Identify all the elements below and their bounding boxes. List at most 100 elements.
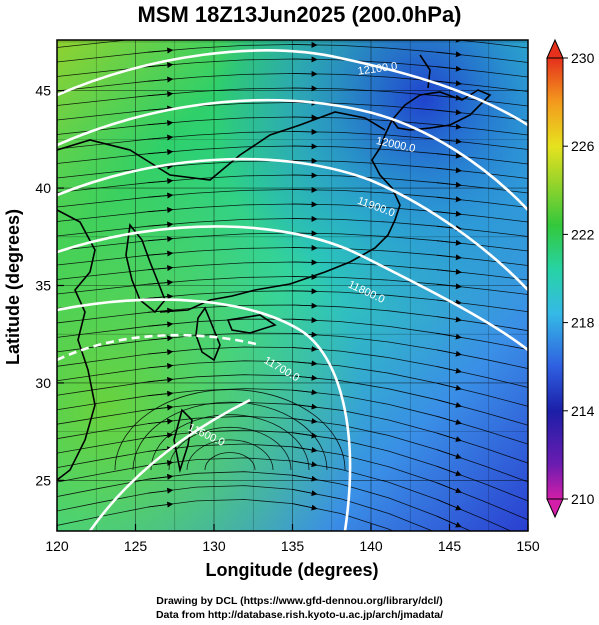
streamline-arrow <box>436 109 462 116</box>
y-tick-label: 35 <box>35 278 51 294</box>
streamline-arrow <box>436 415 462 425</box>
colorbar-max-triangle <box>546 38 564 59</box>
streamline-arrow <box>292 345 318 352</box>
colorbar-tick-label: 222 <box>571 226 595 242</box>
streamline-arrow <box>292 418 318 425</box>
streamline-arrow <box>436 196 462 203</box>
map-title: MSM 18Z13Jun2025 (200.0hPa) <box>137 2 462 27</box>
streamline-arrow <box>148 321 174 328</box>
streamline-arrow <box>148 250 174 257</box>
streamline-arrow <box>148 236 174 243</box>
height-contour <box>88 398 251 531</box>
height-contour <box>57 49 528 127</box>
streamline-arrow <box>148 265 174 272</box>
streamline-arrow <box>148 335 174 342</box>
streamline-arrow <box>436 181 462 188</box>
streamline-arrow <box>292 360 318 367</box>
streamline-arrow <box>436 51 462 58</box>
streamline-arrow <box>292 143 318 150</box>
coast-shikoku <box>226 314 277 334</box>
height-contour <box>57 298 352 531</box>
y-tick-label: 25 <box>35 472 51 488</box>
streamline-arrow <box>148 47 174 54</box>
streamline-arrow <box>148 91 174 98</box>
credit-drawing: Drawing by DCL (https://www.gfd-dennou.o… <box>156 595 443 607</box>
x-tick-label: 135 <box>281 538 305 554</box>
streamline-arrow <box>292 85 318 92</box>
streamline-arrow <box>148 120 174 127</box>
coastlines <box>57 54 492 481</box>
colorbar-scale <box>546 57 564 500</box>
streamline-arrow <box>292 460 318 468</box>
streamline-arrow <box>436 167 462 174</box>
streamline-arrow <box>436 465 462 477</box>
streamline-arrow <box>436 349 462 357</box>
streamline-arrow <box>148 404 174 411</box>
streamline-arrow <box>436 382 462 391</box>
height-contours <box>57 49 528 531</box>
streamline-arrow <box>292 215 318 222</box>
streamline-arrow <box>148 105 174 112</box>
streamline-arrow <box>436 366 462 374</box>
streamline-arrow <box>436 316 462 323</box>
colorbar-ticks: 230 226 222 218 214 210 <box>563 50 595 507</box>
streamline-arrow <box>436 254 462 261</box>
streamline-arrow <box>436 399 462 408</box>
streamline-arrow <box>436 432 462 442</box>
streamline-arrow <box>292 374 318 381</box>
coast-kyushu <box>195 306 221 362</box>
streamline-arrow <box>148 349 174 356</box>
streamline-arrow <box>292 474 318 482</box>
streamline-arrow <box>292 317 318 324</box>
streamline-arrow <box>436 152 462 159</box>
streamline-arrow <box>292 56 318 63</box>
streamline-arrow <box>436 482 462 494</box>
streamline-arrow <box>292 157 318 164</box>
streamline-arrow <box>148 178 174 185</box>
streamline-arrow <box>292 128 318 135</box>
streamline-arrow <box>148 376 174 383</box>
streamline-arrow <box>292 288 318 295</box>
colorbar-tick-label: 214 <box>571 403 595 419</box>
streamline-anticyclone <box>168 426 292 471</box>
streamline-arrow <box>148 293 174 300</box>
streamline-arrow <box>292 70 318 77</box>
streamline-arrow <box>292 172 318 179</box>
streamline-arrow <box>148 192 174 199</box>
y-tick-label: 40 <box>35 180 51 196</box>
streamline-arrow <box>436 80 462 87</box>
colorbar-tick-label: 210 <box>571 491 595 507</box>
coast-hokkaido <box>390 89 492 131</box>
streamline-arrow <box>148 487 174 494</box>
streamline-anticyclone <box>204 452 256 471</box>
x-tick-label: 145 <box>438 538 462 554</box>
colorbar-tick-label: 230 <box>571 50 595 66</box>
streamline-arrow <box>436 210 462 217</box>
streamline-arrow <box>436 239 462 246</box>
coast-china <box>57 209 96 481</box>
colorbar: 230 226 222 218 214 210 <box>546 38 595 519</box>
y-tick-label: 30 <box>35 375 51 391</box>
colorbar-tick-label: 218 <box>571 315 595 331</box>
x-tick-label: 125 <box>124 538 148 554</box>
streamline-arrow <box>148 134 174 141</box>
streamline-arrow <box>436 283 462 290</box>
streamline-arrow <box>148 149 174 156</box>
contour-label: 12100.0 <box>357 60 398 77</box>
y-tick-label: 45 <box>35 83 51 99</box>
streamline-arrow <box>292 432 318 439</box>
colorbar-min-triangle <box>546 498 564 519</box>
coast-japan <box>159 119 401 313</box>
streamline-arrow <box>436 123 462 130</box>
credit-data: Data from http://database.rish.kyoto-u.a… <box>155 609 444 621</box>
y-axis-label: Latitude (degrees) <box>3 209 23 365</box>
streamline-arrow <box>148 473 174 480</box>
streamline-arrow <box>436 515 462 528</box>
streamline-anticyclone <box>132 401 328 471</box>
height-contour <box>57 225 528 352</box>
streamline-arrow <box>148 501 174 508</box>
x-tick-label: 130 <box>202 538 226 554</box>
streamline-arrow <box>436 94 462 101</box>
streamline-anticyclone <box>186 439 274 471</box>
y-axis-ticks: 25 30 35 40 45 <box>35 83 64 488</box>
